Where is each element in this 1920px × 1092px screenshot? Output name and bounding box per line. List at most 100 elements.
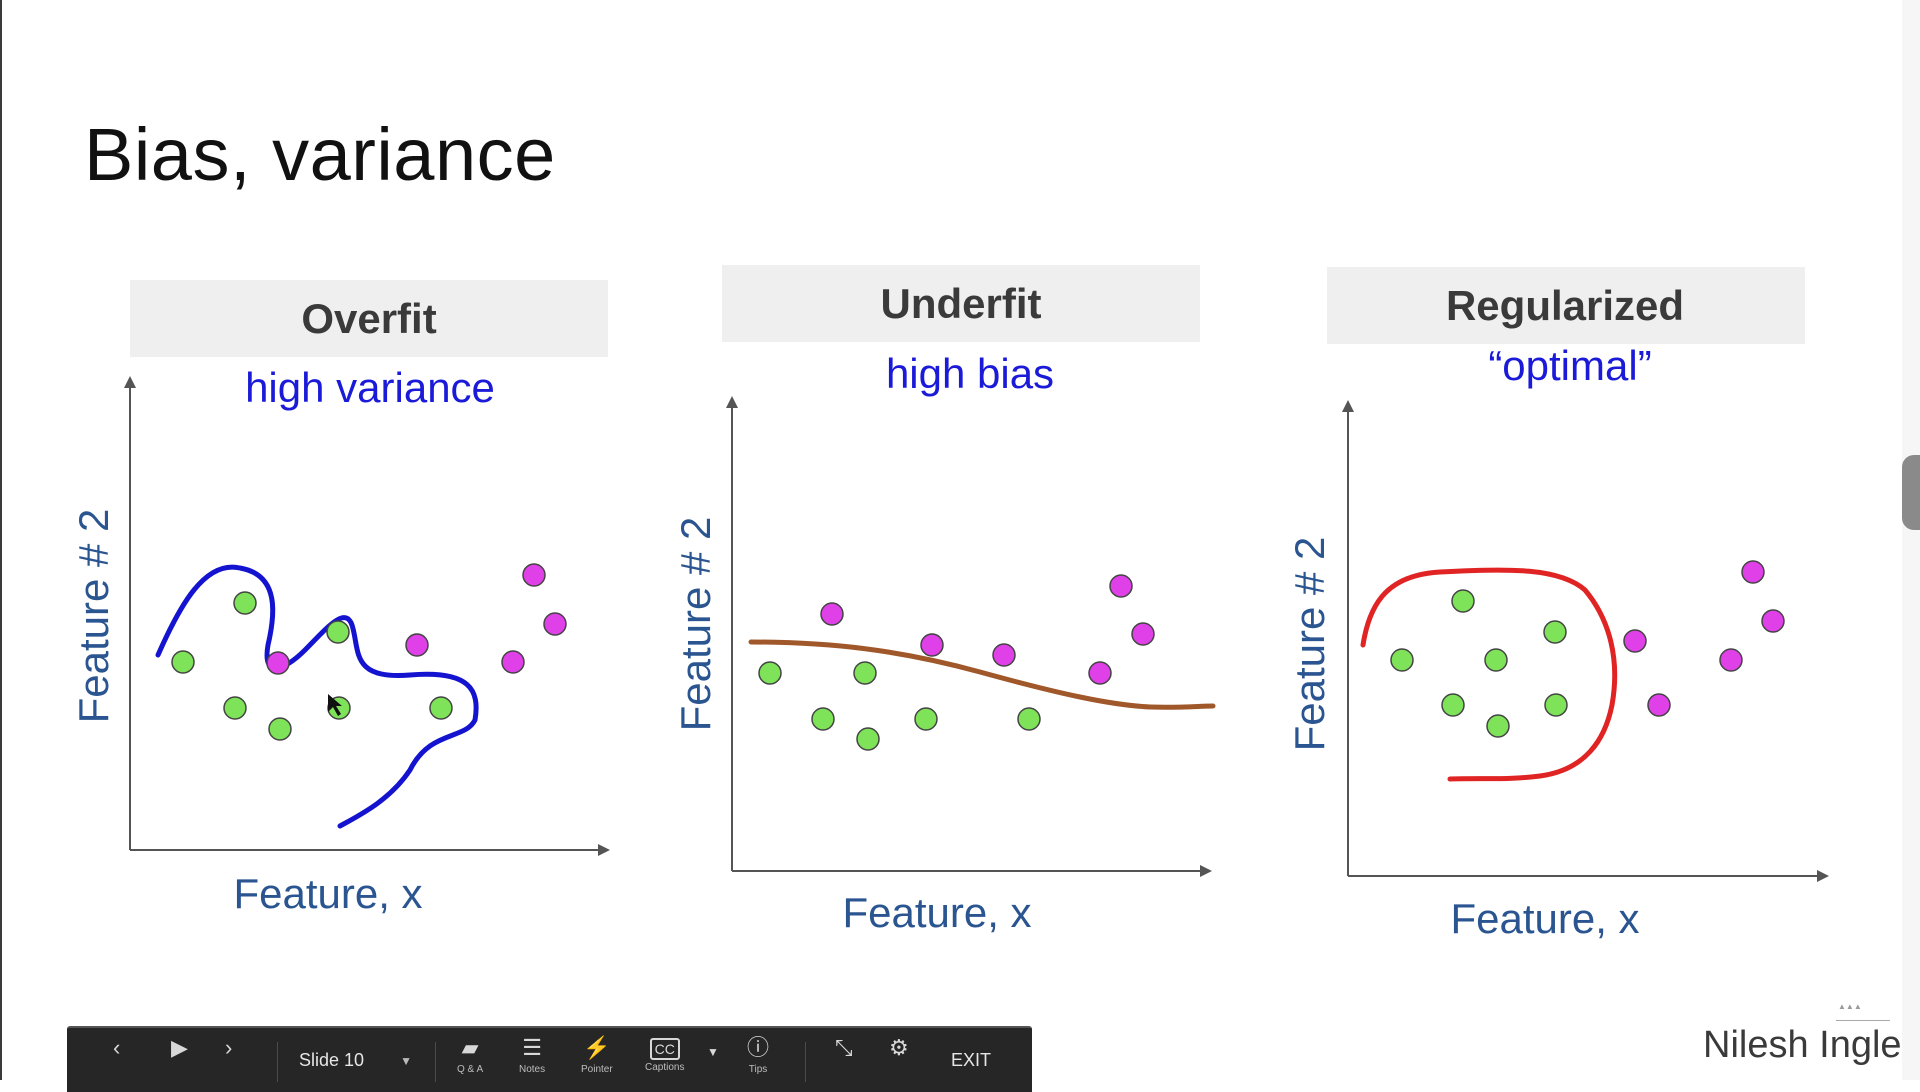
point-class-a [1390, 648, 1414, 672]
panel-regularized: Regularized “optimal” Feature, x Feature… [1286, 267, 1829, 942]
chevron-down-icon: ▼ [707, 1045, 719, 1059]
y-axis-label: Feature # 2 [1286, 537, 1333, 752]
fit-curve [155, 564, 479, 829]
captions-label: Captions [645, 1062, 685, 1073]
play-icon: ▶ [171, 1035, 188, 1060]
point-class-a [758, 661, 782, 685]
panel-underfit: Underfit high bias Feature, x Feature # … [672, 265, 1216, 936]
collapse-icon: ⤡ [835, 1035, 853, 1060]
point-class-a [223, 696, 247, 720]
x-axis-label: Feature, x [233, 870, 422, 917]
point-class-a [429, 696, 453, 720]
exit-button[interactable]: EXIT [951, 1050, 992, 1070]
point-class-a [1017, 707, 1041, 731]
panel-subtitle: “optimal” [1488, 342, 1651, 389]
point-class-b [501, 650, 525, 674]
point-class-b [1647, 693, 1671, 717]
window-left-edge [0, 0, 2, 1080]
point-class-b [1741, 560, 1765, 584]
x-axis-label: Feature, x [1450, 895, 1639, 942]
qa-label: Q & A [457, 1064, 484, 1075]
panel-subtitle: high bias [886, 350, 1054, 397]
mouse-cursor-icon [328, 694, 342, 716]
point-class-b [1719, 648, 1743, 672]
play-button[interactable]: ▶ [171, 1034, 188, 1084]
fit-curve [748, 639, 1216, 710]
point-class-a [1543, 620, 1567, 644]
captions-menu-button[interactable]: ▼ [707, 1034, 719, 1084]
point-class-b [1761, 609, 1785, 633]
settings-button[interactable]: ⚙ [889, 1034, 909, 1084]
point-class-b [1623, 629, 1647, 653]
x-axis-label: Feature, x [842, 889, 1031, 936]
panel-header: Underfit [881, 280, 1042, 327]
point-class-a [268, 717, 292, 741]
tips-label: Tips [748, 1064, 768, 1075]
point-class-b [543, 612, 567, 636]
point-class-b [1088, 661, 1112, 685]
toolbar-divider [805, 1042, 806, 1082]
presenter-name: Nilesh Ingle [1703, 1024, 1902, 1066]
point-class-a [233, 591, 257, 615]
chevron-right-icon: › [225, 1035, 233, 1060]
point-class-a [856, 727, 880, 751]
point-class-b [1131, 622, 1155, 646]
pointer-label: Pointer [581, 1064, 613, 1075]
watermark-logo: ▲▲▲ [1836, 1002, 1890, 1021]
notes-label: Notes [519, 1064, 546, 1075]
side-panel-handle[interactable] [1902, 455, 1920, 530]
pointer-button[interactable]: ⚡ Pointer [581, 1034, 613, 1084]
point-class-b [266, 651, 290, 675]
point-class-a [811, 707, 835, 731]
slide-number: Slide 10 [299, 1050, 365, 1070]
pointer-icon: ⚡ [583, 1035, 611, 1060]
captions-icon: CC [649, 1038, 680, 1060]
point-class-a [1451, 589, 1475, 613]
point-class-b [1109, 574, 1133, 598]
captions-button[interactable]: CC Captions [645, 1034, 684, 1084]
point-class-b [920, 633, 944, 657]
toolbar-divider [435, 1042, 436, 1082]
info-icon: ⓘ [747, 1035, 770, 1060]
tips-button[interactable]: ⓘ Tips [747, 1034, 769, 1084]
panel-header: Overfit [301, 295, 436, 342]
presentation-toolbar: ‹ ▶ › Slide 10 ▼ ▰ Q & A ☰ Notes ⚡ Point… [67, 1026, 1032, 1092]
notes-icon: ☰ [522, 1035, 542, 1060]
panel-header-bg [130, 280, 608, 357]
point-class-b [992, 643, 1016, 667]
point-class-a [1486, 714, 1510, 738]
panel-header-bg [722, 265, 1200, 342]
point-class-a [853, 661, 877, 685]
next-slide-button[interactable]: › [225, 1034, 232, 1084]
chat-icon: ▰ [461, 1035, 479, 1060]
point-class-a [1544, 693, 1568, 717]
point-class-b [522, 563, 546, 587]
chevron-down-icon: ▼ [400, 1053, 412, 1068]
panel-subtitle: high variance [245, 364, 495, 411]
prev-slide-button[interactable]: ‹ [113, 1034, 120, 1084]
exit-fullscreen-button[interactable]: ⤡ [835, 1034, 853, 1084]
point-class-a [326, 620, 350, 644]
point-class-a [914, 707, 938, 731]
slide-title: Bias, variance [84, 113, 556, 196]
panel-header-bg [1327, 267, 1805, 344]
panel-header: Regularized [1446, 282, 1684, 329]
fit-curve [1360, 567, 1618, 782]
gear-icon: ⚙ [889, 1035, 909, 1060]
right-sidebar-strip [1902, 0, 1920, 1080]
notes-button[interactable]: ☰ Notes [519, 1034, 545, 1084]
y-axis-label: Feature # 2 [70, 509, 117, 724]
data-points [758, 574, 1155, 751]
panel-overfit: Overfit high variance Feature, x Feature… [70, 280, 610, 917]
point-class-a [1484, 648, 1508, 672]
slide-selector[interactable]: Slide 10 ▼ [299, 1050, 412, 1071]
point-class-b [405, 633, 429, 657]
point-class-b [820, 602, 844, 626]
data-points [171, 563, 567, 741]
toolbar-divider [277, 1042, 278, 1082]
chevron-left-icon: ‹ [113, 1035, 121, 1060]
point-class-a [1441, 693, 1465, 717]
qa-button[interactable]: ▰ Q & A [457, 1034, 483, 1084]
point-class-a [171, 650, 195, 674]
